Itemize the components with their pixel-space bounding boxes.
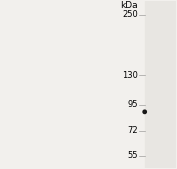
Text: kDa: kDa [120,1,138,10]
Text: 95: 95 [127,100,138,109]
Text: 72: 72 [127,126,138,135]
Text: 130: 130 [122,71,138,80]
Text: 250: 250 [122,10,138,19]
Bar [145,1,176,168]
Text: 55: 55 [127,151,138,160]
Ellipse shape [143,110,146,114]
